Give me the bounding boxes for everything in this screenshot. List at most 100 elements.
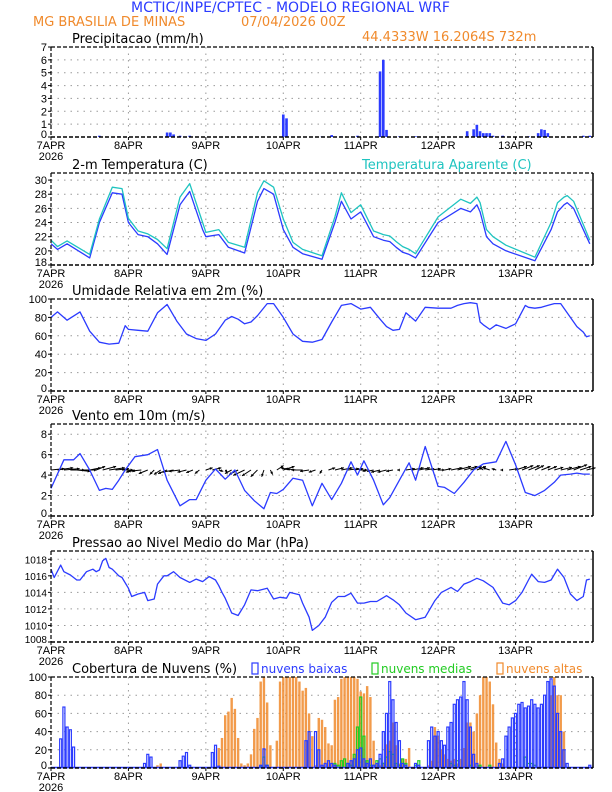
cloud-bar-high <box>291 677 295 768</box>
wind-vector-head <box>362 469 366 472</box>
cloud-bar-high <box>311 736 314 768</box>
series-line-pressao <box>50 557 590 632</box>
cloud-bar-high <box>240 763 243 768</box>
precip-bar <box>540 129 543 137</box>
wind-vector-head <box>332 467 336 470</box>
cloud-bar-high <box>253 728 256 768</box>
cloud-bar-low <box>178 760 182 769</box>
cloud-bar-high <box>278 681 282 768</box>
wind-vector-head <box>560 466 564 470</box>
wind-vector-head <box>540 465 544 468</box>
cloud-bar-high <box>233 708 237 768</box>
cloud-bar-high <box>436 736 440 768</box>
cloud-bar-high <box>433 727 437 768</box>
x-tick-label: 8APR <box>114 268 143 280</box>
cloud-bar-low <box>68 729 72 769</box>
cloud-bar-high <box>359 691 362 768</box>
cloud-bar-high <box>262 677 266 768</box>
cloud-bar-low <box>504 735 508 769</box>
y-tick-label: 60 <box>35 331 47 343</box>
cloud-bar-high <box>365 686 369 768</box>
cloud-bar-high <box>288 677 291 768</box>
y-tick-label: 22 <box>35 232 47 244</box>
x-tick-label: 7APR <box>37 394 66 406</box>
precip-bar <box>546 133 550 137</box>
y-tick-label: 40 <box>35 727 47 739</box>
legend-apparent-temperature: Temperatura Aparente (C) <box>361 158 532 173</box>
wind-vector-head <box>377 470 381 474</box>
y-tick-label: 1008 <box>25 635 48 646</box>
cloud-bar-high <box>501 763 504 768</box>
y-tick-label: 8 <box>41 429 47 441</box>
cloud-bar-high <box>469 722 472 768</box>
cloud-bar-low <box>181 755 185 769</box>
x-tick-label: 12APR <box>421 771 456 783</box>
x-tick-label: 13APR <box>498 519 533 531</box>
y-tick-label: 80 <box>35 312 47 324</box>
cloud-bar-high <box>475 713 479 768</box>
x-tick-label: 7APR <box>37 268 66 280</box>
cloud-bar-high <box>495 742 498 768</box>
precip-bar <box>588 135 592 137</box>
precip-bar <box>172 134 175 137</box>
panel-wind: 0 2 4 6 8 7APR 8APR 9APR 10APR 11APR 12APR 13APR 202… <box>37 409 596 542</box>
y-tick-label: 1018 <box>25 555 48 566</box>
wind-vector-head <box>483 467 486 470</box>
cloud-bar-high <box>385 744 388 768</box>
wind-vector-head <box>209 467 213 470</box>
x-tick-label: 12APR <box>421 519 456 531</box>
cloud-bar-high <box>307 713 311 768</box>
cloud-bar-high <box>553 677 556 768</box>
x-tick-label: 12APR <box>421 394 456 406</box>
cloud-bar-low <box>313 730 318 769</box>
y-tick-label: 30 <box>35 175 47 187</box>
x-tick-label: 8APR <box>114 645 143 657</box>
wind-vector-head <box>291 465 295 469</box>
cloud-bar-low <box>459 696 463 769</box>
wind-vector-head <box>588 465 592 469</box>
cloud-bar-high <box>282 677 285 768</box>
x-tick-label: 11APR <box>344 771 378 783</box>
x-tick-label: 9APR <box>191 268 220 280</box>
wind-vector-head <box>569 466 572 470</box>
y-tick-label: 4 <box>41 81 47 93</box>
y-tick-label: 4 <box>41 470 47 482</box>
wind-vector-head <box>280 466 284 470</box>
x-tick-label: 10APR <box>266 645 301 657</box>
cloud-bar-high <box>430 760 433 768</box>
x-tick-label: 10APR <box>266 394 301 406</box>
wind-vector-head <box>386 469 390 473</box>
y-tick-label: 1 <box>41 119 47 131</box>
wind-vector-head <box>482 466 486 469</box>
precip-bar <box>285 118 288 137</box>
precip-bar <box>378 71 382 137</box>
cloud-bar-high <box>236 737 240 768</box>
x-tick-label: 13APR <box>498 140 533 152</box>
cloud-bar-high <box>304 687 308 768</box>
cloud-bar-high <box>378 765 382 768</box>
cloud-bar-high <box>159 763 162 768</box>
cloud-bar-high <box>449 760 453 768</box>
cloud-bar-high <box>265 702 269 768</box>
x-tick-label: 9APR <box>191 645 220 657</box>
wind-vector-head <box>584 464 588 467</box>
x-tick-label: 13APR <box>498 645 533 657</box>
cloud-bar-high <box>375 763 379 768</box>
cloud-bar-high <box>224 715 227 768</box>
cloud-bar-high <box>459 758 462 768</box>
y-tick-label: 1010 <box>25 621 48 632</box>
x-tick-label: 10APR <box>266 519 301 531</box>
wind-vector-head <box>224 469 228 473</box>
series-line-2-m-temperatura-c- <box>50 187 591 262</box>
cloud-bar-high <box>340 678 343 768</box>
cloud-bar-high <box>440 749 443 768</box>
x-tick-label: 11APR <box>344 519 378 531</box>
cloud-bar-low <box>513 712 518 769</box>
cloud-bar-high <box>491 704 495 768</box>
y-tick-label: 0 <box>41 760 47 772</box>
legend-swatch-nuvens-baixas <box>251 662 259 675</box>
x-year-label: 2026 <box>39 151 63 163</box>
cloud-bar-high <box>336 697 340 768</box>
